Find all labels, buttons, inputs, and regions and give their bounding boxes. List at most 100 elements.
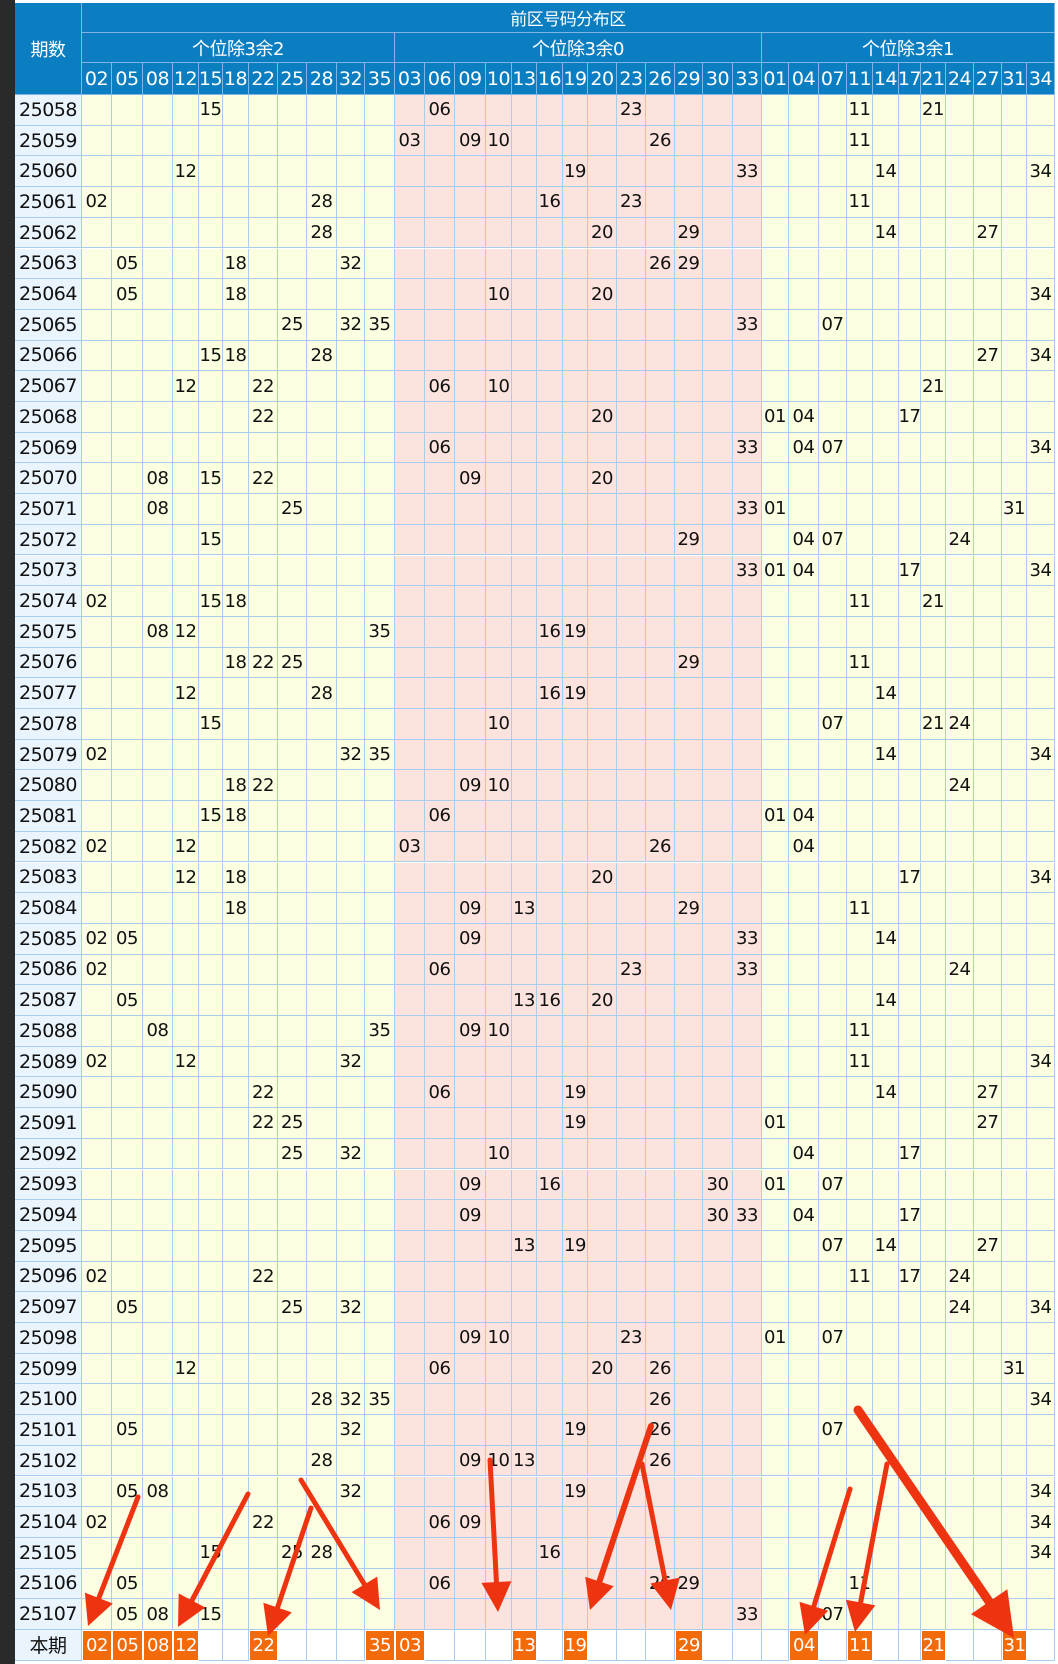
empty-cell bbox=[675, 954, 703, 986]
empty-cell bbox=[1027, 616, 1055, 648]
empty-cell bbox=[112, 893, 143, 924]
empty-cell bbox=[675, 340, 703, 372]
drawn-number-cell: 23 bbox=[617, 95, 646, 126]
drawn-number-cell: 04 bbox=[789, 555, 819, 587]
empty-cell bbox=[278, 402, 307, 433]
empty-cell bbox=[588, 432, 617, 464]
drawn-number-cell: 16 bbox=[537, 187, 563, 218]
empty-cell bbox=[112, 954, 143, 986]
empty-cell bbox=[974, 371, 1002, 402]
empty-cell bbox=[82, 1476, 112, 1508]
empty-cell bbox=[617, 893, 646, 924]
empty-cell bbox=[425, 1138, 455, 1170]
drawn-number-cell: 24 bbox=[946, 954, 974, 986]
empty-cell bbox=[1002, 1046, 1027, 1078]
period-cell: 25081 bbox=[15, 801, 82, 832]
empty-cell bbox=[819, 156, 847, 188]
drawn-number-cell: 21 bbox=[921, 371, 946, 402]
drawn-number-cell: 01 bbox=[762, 1169, 789, 1201]
empty-cell bbox=[921, 217, 946, 249]
empty-cell bbox=[974, 1292, 1002, 1323]
empty-cell bbox=[789, 1323, 819, 1354]
empty-cell bbox=[223, 1323, 249, 1354]
empty-cell bbox=[199, 739, 223, 771]
empty-cell bbox=[82, 463, 112, 495]
empty-cell bbox=[563, 371, 588, 402]
empty-cell bbox=[455, 279, 486, 310]
drawn-number-cell: 29 bbox=[675, 217, 703, 249]
empty-cell bbox=[486, 1507, 512, 1538]
empty-cell bbox=[733, 1169, 762, 1201]
drawn-number-cell: 06 bbox=[425, 1507, 455, 1538]
empty-cell bbox=[819, 555, 847, 587]
empty-cell bbox=[946, 801, 974, 832]
empty-cell bbox=[588, 1077, 617, 1109]
empty-cell bbox=[733, 95, 762, 126]
empty-cell bbox=[789, 1230, 819, 1262]
empty-cell bbox=[617, 1292, 646, 1323]
empty-cell bbox=[1027, 1200, 1055, 1231]
empty-cell bbox=[733, 985, 762, 1016]
empty-cell bbox=[588, 1323, 617, 1354]
empty-cell bbox=[974, 739, 1002, 771]
empty-cell bbox=[675, 1384, 703, 1416]
empty-cell bbox=[646, 1138, 675, 1170]
empty-cell bbox=[873, 1537, 899, 1569]
empty-cell bbox=[395, 801, 425, 832]
empty-cell bbox=[789, 893, 819, 924]
drawn-number-cell: 34 bbox=[1027, 1384, 1055, 1416]
empty-cell bbox=[223, 1353, 249, 1385]
empty-cell bbox=[675, 801, 703, 832]
empty-cell bbox=[512, 647, 537, 679]
drawn-number-cell: 01 bbox=[762, 801, 789, 832]
empty-cell bbox=[278, 279, 307, 310]
drawn-number-cell: 06 bbox=[425, 1077, 455, 1109]
empty-cell bbox=[617, 801, 646, 832]
empty-cell bbox=[563, 1292, 588, 1323]
empty-cell bbox=[899, 371, 921, 402]
empty-cell bbox=[278, 524, 307, 556]
empty-cell bbox=[395, 647, 425, 679]
empty-cell bbox=[819, 340, 847, 372]
empty-cell bbox=[143, 279, 173, 310]
empty-cell bbox=[847, 923, 873, 955]
empty-cell bbox=[199, 1200, 223, 1231]
drawn-number-cell: 07 bbox=[819, 1415, 847, 1446]
empty-cell bbox=[1002, 1169, 1027, 1201]
empty-cell bbox=[617, 1169, 646, 1201]
empty-cell bbox=[789, 1599, 819, 1630]
empty-cell bbox=[82, 125, 112, 157]
drawn-number-cell: 34 bbox=[1027, 555, 1055, 587]
empty-cell bbox=[819, 248, 847, 280]
empty-cell bbox=[899, 831, 921, 863]
empty-cell bbox=[946, 1599, 974, 1630]
empty-cell bbox=[646, 279, 675, 310]
empty-cell bbox=[974, 586, 1002, 617]
drawn-number-cell: 24 bbox=[946, 1261, 974, 1293]
drawn-number-cell: 18 bbox=[223, 586, 249, 617]
empty-cell bbox=[337, 831, 365, 863]
empty-cell bbox=[946, 125, 974, 157]
empty-cell bbox=[365, 1169, 395, 1201]
empty-cell bbox=[537, 1046, 563, 1078]
drawn-number-cell: 27 bbox=[974, 1230, 1002, 1262]
period-cell: 25078 bbox=[15, 709, 82, 740]
empty-cell bbox=[455, 555, 486, 587]
empty-cell bbox=[512, 954, 537, 986]
empty-cell bbox=[762, 831, 789, 863]
empty-cell bbox=[199, 954, 223, 986]
empty-cell bbox=[173, 1016, 199, 1047]
empty-cell bbox=[873, 647, 899, 679]
empty-cell bbox=[537, 95, 563, 126]
empty-cell bbox=[249, 1353, 278, 1385]
empty-cell bbox=[588, 678, 617, 709]
empty-cell bbox=[307, 1599, 337, 1630]
empty-cell bbox=[112, 524, 143, 556]
empty-cell bbox=[733, 1323, 762, 1354]
empty-cell bbox=[249, 1200, 278, 1231]
number-column-header: 34 bbox=[1027, 63, 1055, 95]
empty-cell bbox=[646, 463, 675, 495]
empty-cell bbox=[425, 1415, 455, 1446]
drawn-number-cell: 28 bbox=[307, 187, 337, 218]
empty-cell bbox=[1002, 678, 1027, 709]
